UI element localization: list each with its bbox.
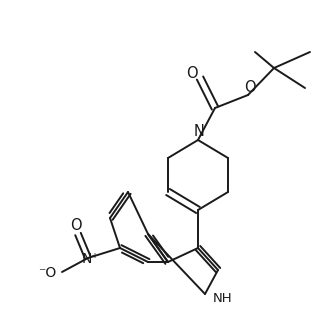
- Text: O: O: [70, 218, 82, 234]
- Text: ⁻O: ⁻O: [38, 266, 56, 280]
- Text: NH: NH: [213, 293, 233, 306]
- Text: O: O: [186, 66, 198, 82]
- Text: O: O: [244, 79, 256, 95]
- Text: N: N: [194, 124, 205, 140]
- Text: N⁺: N⁺: [81, 252, 99, 266]
